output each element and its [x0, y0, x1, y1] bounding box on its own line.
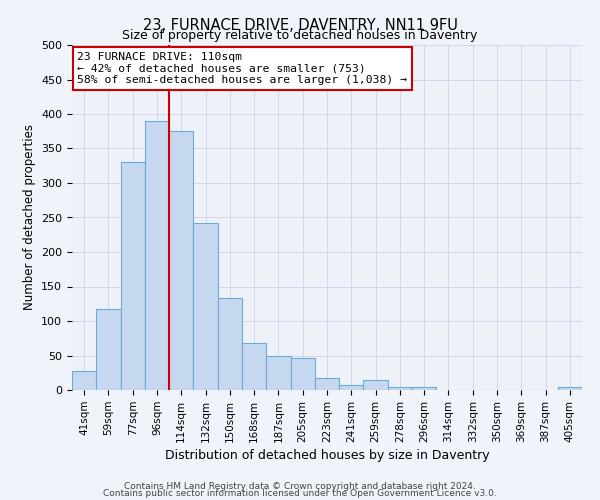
- Bar: [218, 298, 242, 390]
- Bar: [339, 385, 364, 390]
- Bar: [121, 162, 145, 390]
- Y-axis label: Number of detached properties: Number of detached properties: [23, 124, 35, 310]
- Bar: [558, 386, 582, 390]
- Text: Size of property relative to detached houses in Daventry: Size of property relative to detached ho…: [122, 29, 478, 42]
- Bar: [388, 386, 412, 390]
- Text: Contains HM Land Registry data © Crown copyright and database right 2024.: Contains HM Land Registry data © Crown c…: [124, 482, 476, 491]
- Bar: [145, 121, 169, 390]
- X-axis label: Distribution of detached houses by size in Daventry: Distribution of detached houses by size …: [164, 449, 490, 462]
- Bar: [193, 223, 218, 390]
- Bar: [364, 380, 388, 390]
- Text: 23 FURNACE DRIVE: 110sqm
← 42% of detached houses are smaller (753)
58% of semi-: 23 FURNACE DRIVE: 110sqm ← 42% of detach…: [77, 52, 407, 85]
- Bar: [96, 308, 121, 390]
- Bar: [412, 386, 436, 390]
- Bar: [242, 343, 266, 390]
- Text: 23, FURNACE DRIVE, DAVENTRY, NN11 9FU: 23, FURNACE DRIVE, DAVENTRY, NN11 9FU: [143, 18, 457, 32]
- Bar: [266, 356, 290, 390]
- Text: Contains public sector information licensed under the Open Government Licence v3: Contains public sector information licen…: [103, 490, 497, 498]
- Bar: [169, 131, 193, 390]
- Bar: [290, 358, 315, 390]
- Bar: [72, 370, 96, 390]
- Bar: [315, 378, 339, 390]
